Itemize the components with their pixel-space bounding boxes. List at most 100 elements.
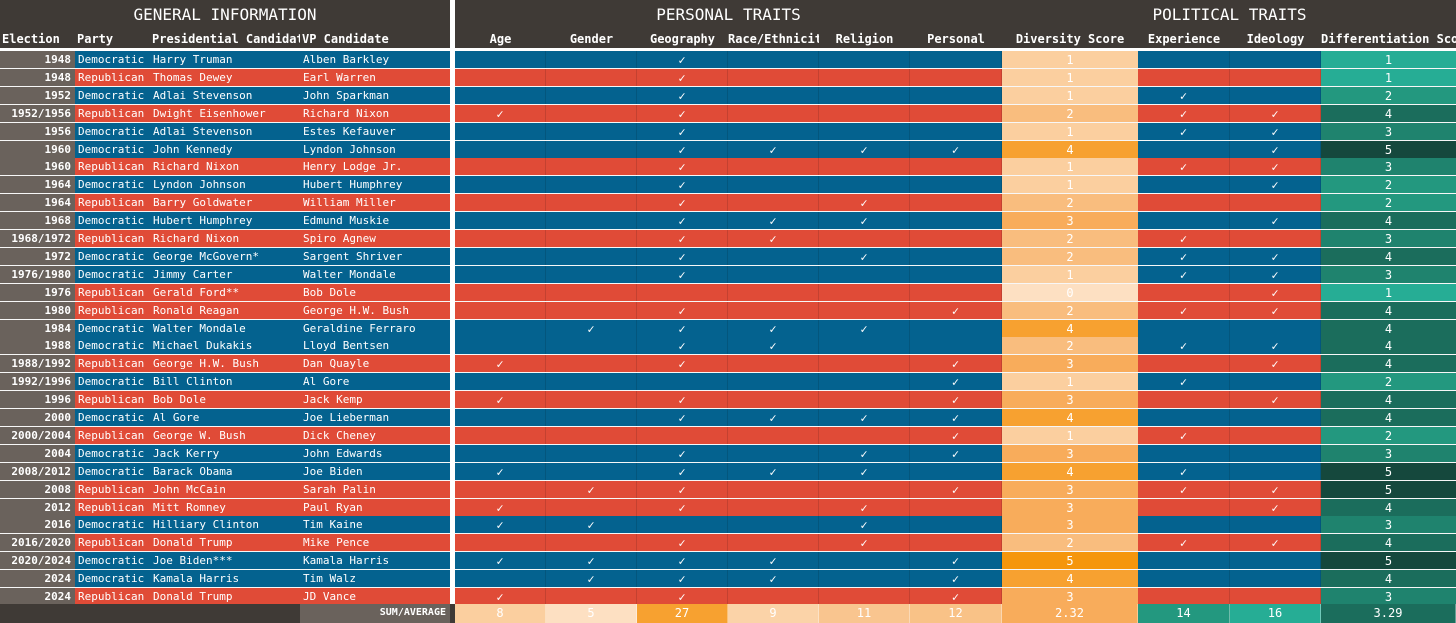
diversity-score-cell: 5 xyxy=(1002,552,1138,570)
check-icon: ✓ xyxy=(496,357,504,372)
vp-candidate-cell: Lyndon Johnson xyxy=(300,140,455,158)
party-cell: Democratic xyxy=(75,176,150,194)
trait-race-ethnicity-cell xyxy=(728,534,819,552)
differentiation-score-cell: 1 xyxy=(1321,51,1456,68)
trait-age-cell: ✓ xyxy=(455,355,546,373)
differentiation-score-cell: 2 xyxy=(1321,426,1456,444)
check-icon: ✓ xyxy=(1271,285,1279,300)
check-icon: ✓ xyxy=(951,590,960,604)
diversity-score-cell: 1 xyxy=(1002,68,1138,86)
presidential-candidate-cell: Joe Biden*** xyxy=(150,552,300,570)
trait-gender-cell xyxy=(546,122,637,140)
trait-experience-cell: ✓ xyxy=(1138,373,1230,391)
group-header-spacer xyxy=(1002,0,1138,30)
presidential-candidate-cell: Mitt Romney xyxy=(150,498,300,516)
check-icon: ✓ xyxy=(678,232,686,246)
trait-experience-cell: ✓ xyxy=(1138,337,1230,355)
trait-religion-cell: ✓ xyxy=(819,516,910,534)
election-cell: 1960 xyxy=(0,140,75,158)
footer-gap xyxy=(450,604,455,623)
group-header-personal: PERSONAL TRAITS xyxy=(455,0,1002,30)
check-icon: ✓ xyxy=(587,554,595,569)
differentiation-score-cell: 4 xyxy=(1321,301,1456,319)
trait-experience-cell xyxy=(1138,51,1230,68)
column-header-experience: Experience xyxy=(1138,30,1230,48)
vp-candidate-cell: Tim Walz xyxy=(300,570,455,588)
trait-race-ethnicity-cell xyxy=(728,283,819,301)
trait-gender-cell: ✓ xyxy=(546,516,637,534)
differentiation-score-cell: 3 xyxy=(1321,588,1456,605)
trait-ideology-cell: ✓ xyxy=(1230,283,1321,301)
trait-age-cell xyxy=(455,301,546,319)
trait-ideology-cell xyxy=(1230,516,1321,534)
differentiation-score-cell: 5 xyxy=(1321,140,1456,158)
vp-candidate-cell: Sarah Palin xyxy=(300,480,455,498)
trait-religion-cell: ✓ xyxy=(819,247,910,265)
differentiation-score-cell: 2 xyxy=(1321,194,1456,212)
election-cell: 2004 xyxy=(0,444,75,462)
trait-experience-cell xyxy=(1138,283,1230,301)
check-icon: ✓ xyxy=(769,214,777,229)
election-cell: 1952 xyxy=(0,86,75,104)
trait-ideology-cell: ✓ xyxy=(1230,337,1321,355)
election-cell: 1952/1956 xyxy=(0,104,75,122)
footer-value-gender: 5 xyxy=(546,604,637,623)
presidential-candidate-cell: George H.W. Bush xyxy=(150,355,300,373)
presidential-candidate-cell: George W. Bush xyxy=(150,426,300,444)
election-cell: 2024 xyxy=(0,588,75,605)
trait-race-ethnicity-cell xyxy=(728,426,819,444)
vp-candidate-cell: Joe Lieberman xyxy=(300,409,455,426)
diversity-score-cell: 1 xyxy=(1002,122,1138,140)
election-cell: 2024 xyxy=(0,570,75,588)
trait-gender-cell xyxy=(546,391,637,409)
check-icon: ✓ xyxy=(1271,214,1279,229)
trait-race-ethnicity-cell: ✓ xyxy=(728,552,819,570)
check-icon: ✓ xyxy=(1271,267,1279,282)
check-icon: ✓ xyxy=(678,554,686,569)
trait-ideology-cell xyxy=(1230,68,1321,86)
election-cell: 1980 xyxy=(0,301,75,319)
trait-personal-cell xyxy=(910,498,1002,516)
trait-race-ethnicity-cell xyxy=(728,158,819,176)
trait-personal-cell xyxy=(910,265,1002,283)
trait-religion-cell xyxy=(819,588,910,605)
trait-experience-cell xyxy=(1138,516,1230,534)
trait-gender-cell: ✓ xyxy=(546,570,637,588)
party-cell: Democratic xyxy=(75,444,150,462)
check-icon: ✓ xyxy=(496,464,504,479)
trait-geography-cell: ✓ xyxy=(637,104,728,122)
trait-age-cell: ✓ xyxy=(455,104,546,122)
party-cell: Democratic xyxy=(75,516,150,534)
trait-personal-cell xyxy=(910,534,1002,552)
check-icon: ✓ xyxy=(860,214,868,229)
trait-age-cell xyxy=(455,86,546,104)
trait-personal-cell: ✓ xyxy=(910,444,1002,462)
trait-experience-cell: ✓ xyxy=(1138,462,1230,480)
diversity-score-cell: 2 xyxy=(1002,230,1138,247)
column-header-diversity-score: Diversity Score xyxy=(1002,30,1138,48)
check-icon: ✓ xyxy=(1271,106,1279,121)
check-icon: ✓ xyxy=(860,142,868,157)
presidential-candidate-cell: Hilliary Clinton xyxy=(150,516,300,534)
party-cell: Republican xyxy=(75,426,150,444)
check-icon: ✓ xyxy=(587,572,595,587)
election-cell: 1948 xyxy=(0,51,75,68)
check-icon: ✓ xyxy=(678,249,686,264)
vp-candidate-cell: Dick Cheney xyxy=(300,426,455,444)
diversity-score-cell: 2 xyxy=(1002,194,1138,212)
check-icon: ✓ xyxy=(951,142,960,157)
trait-geography-cell: ✓ xyxy=(637,391,728,409)
trait-religion-cell xyxy=(819,337,910,355)
column-header-religion: Religion xyxy=(819,30,910,48)
trait-geography-cell: ✓ xyxy=(637,444,728,462)
trait-ideology-cell xyxy=(1230,444,1321,462)
presidential-candidate-cell: Lyndon Johnson xyxy=(150,176,300,194)
differentiation-score-cell: 4 xyxy=(1321,319,1456,337)
trait-experience-cell xyxy=(1138,552,1230,570)
trait-ideology-cell: ✓ xyxy=(1230,534,1321,552)
vp-candidate-cell: Bob Dole xyxy=(300,283,455,301)
footer-value-age: 8 xyxy=(455,604,546,623)
party-cell: Democratic xyxy=(75,86,150,104)
presidential-candidate-cell: Jimmy Carter xyxy=(150,265,300,283)
trait-geography-cell: ✓ xyxy=(637,588,728,605)
